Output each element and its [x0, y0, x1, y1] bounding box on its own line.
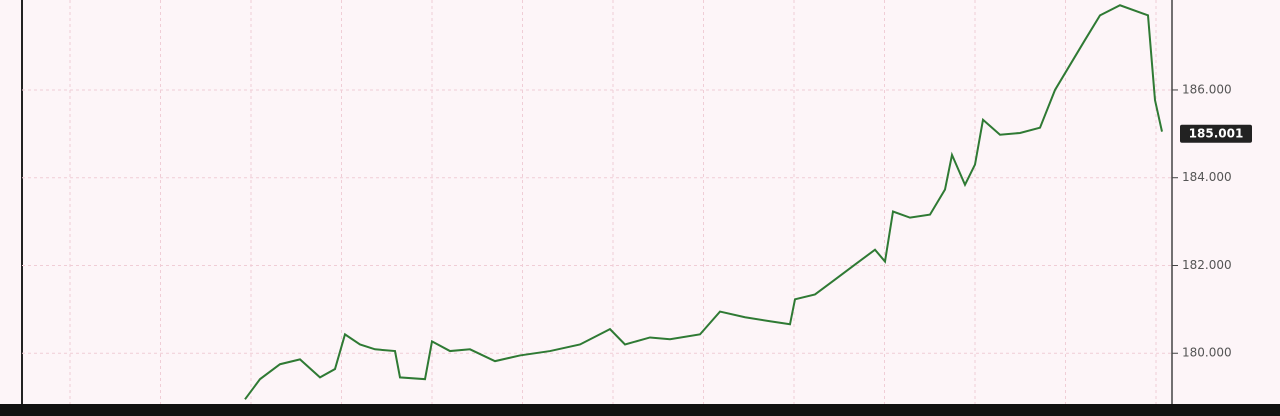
y-tick-label: 186.000: [1182, 82, 1232, 96]
y-tick-label: 182.000: [1182, 258, 1232, 272]
y-tick-label: 184.000: [1182, 170, 1232, 184]
chart-background: [0, 0, 1280, 404]
y-tick-label: 180.000: [1182, 346, 1232, 360]
price-line: [244, 4, 1163, 400]
last-price-box: [1180, 124, 1252, 143]
vertical-grid: [69, 0, 1157, 404]
last-price-label: 185.001: [1189, 126, 1244, 140]
